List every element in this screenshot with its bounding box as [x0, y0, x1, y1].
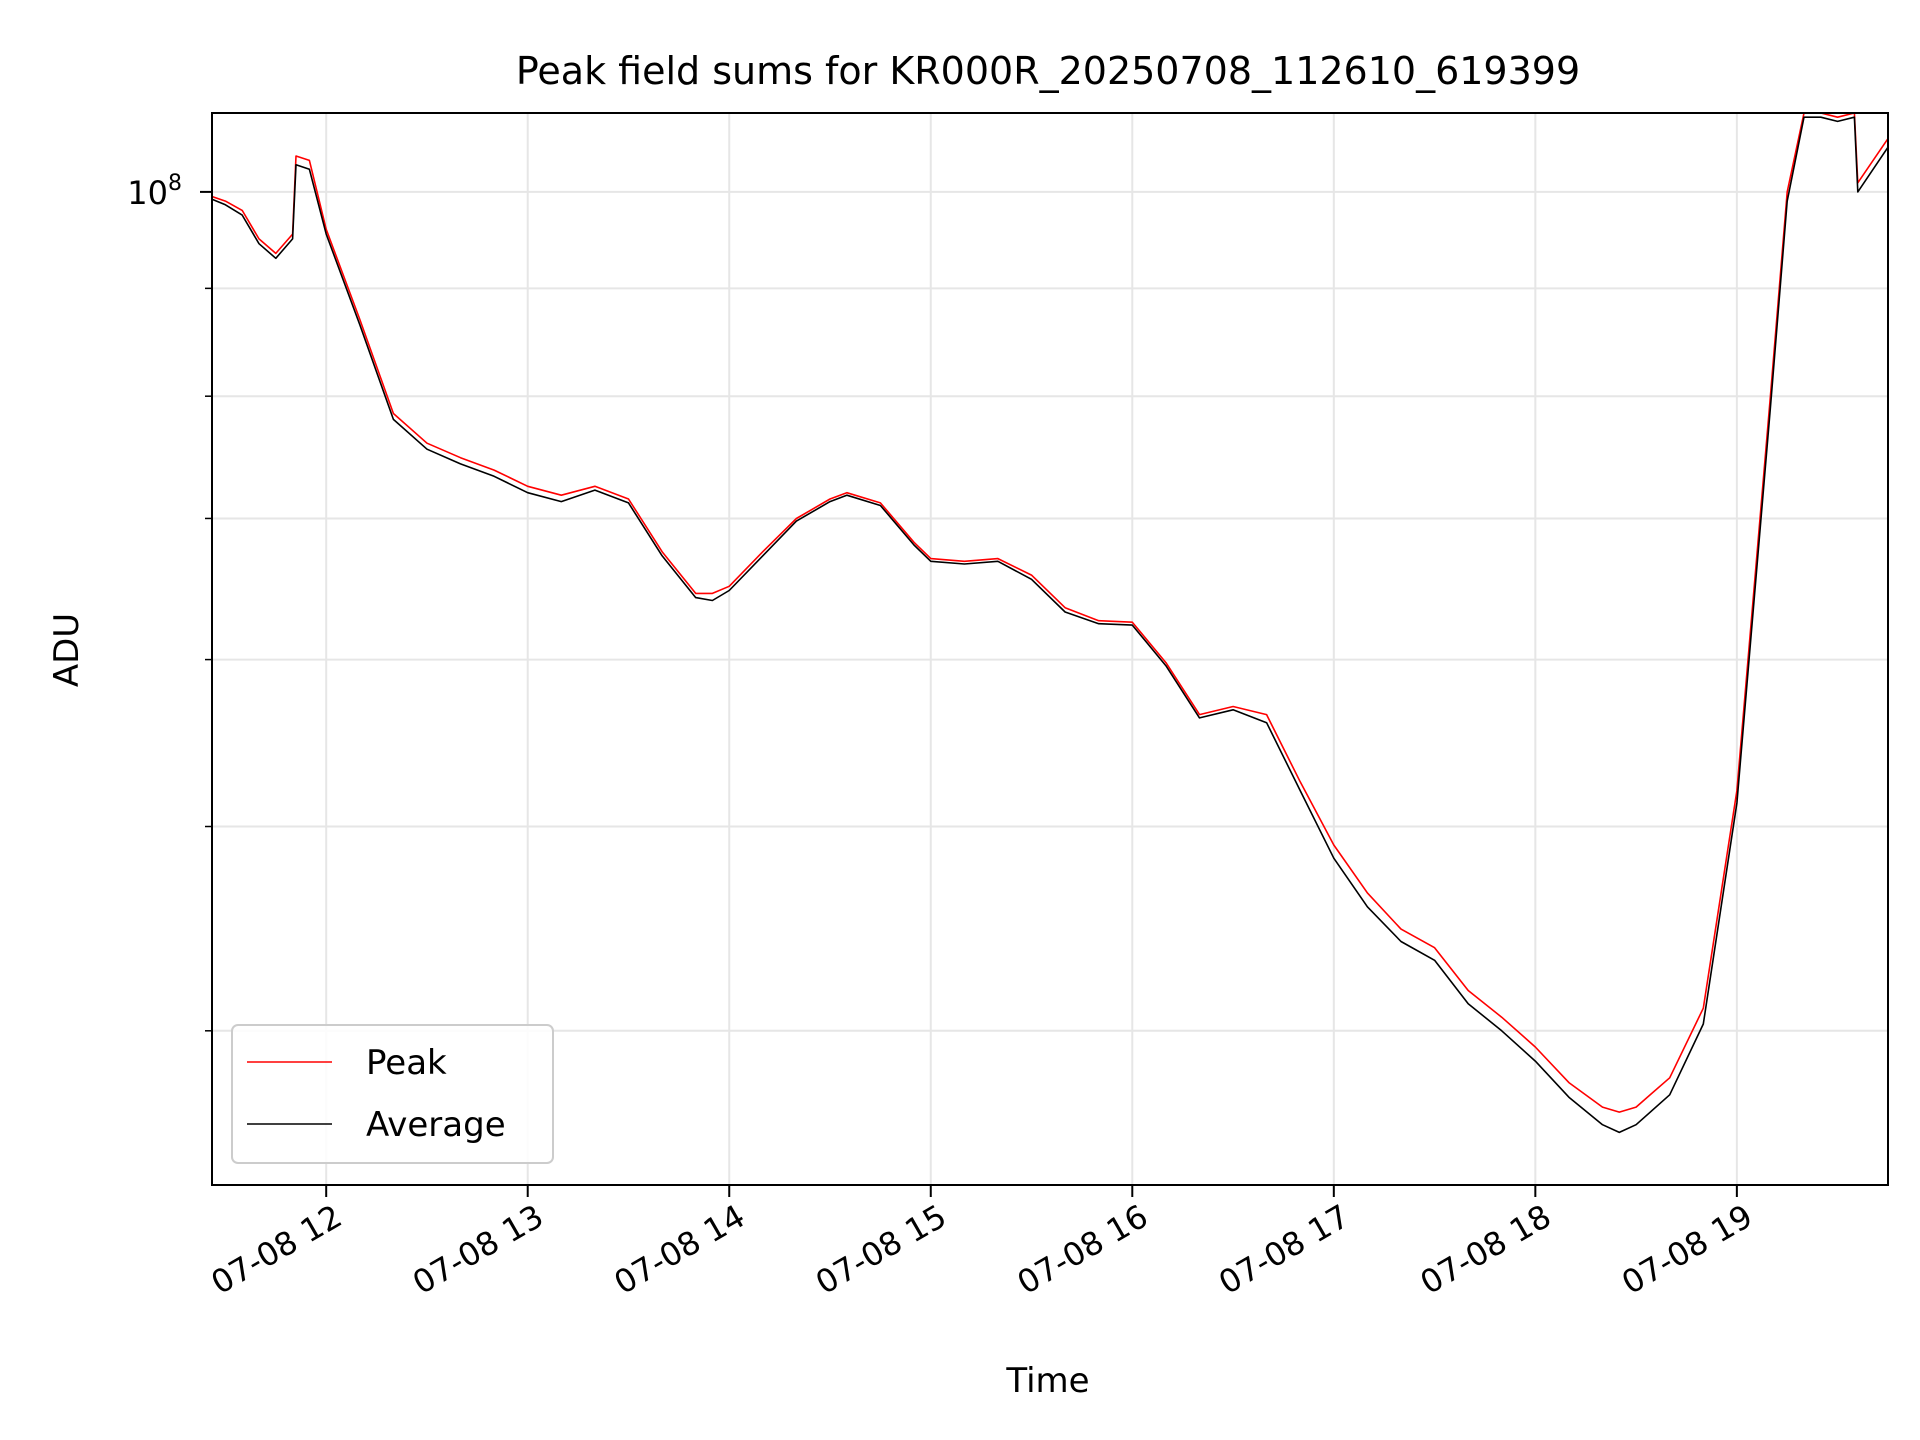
chart-title: Peak field sums for KR000R_20250708_1126… — [516, 49, 1580, 93]
series-group — [212, 113, 1888, 1134]
legend: Peak Average — [231, 1024, 554, 1164]
series-line-peak — [212, 113, 1888, 1113]
plot-frame — [211, 112, 1889, 1186]
y-axis: 108 — [127, 171, 212, 1032]
y-axis-label: ADU — [47, 613, 87, 687]
y-tick-label: 108 — [127, 171, 182, 212]
legend-box — [231, 1024, 554, 1164]
legend-label-peak: Peak — [366, 1043, 447, 1083]
x-axis-label: Time — [1005, 1361, 1089, 1401]
series-line-average — [212, 116, 1888, 1134]
legend-label-average: Average — [366, 1105, 506, 1145]
